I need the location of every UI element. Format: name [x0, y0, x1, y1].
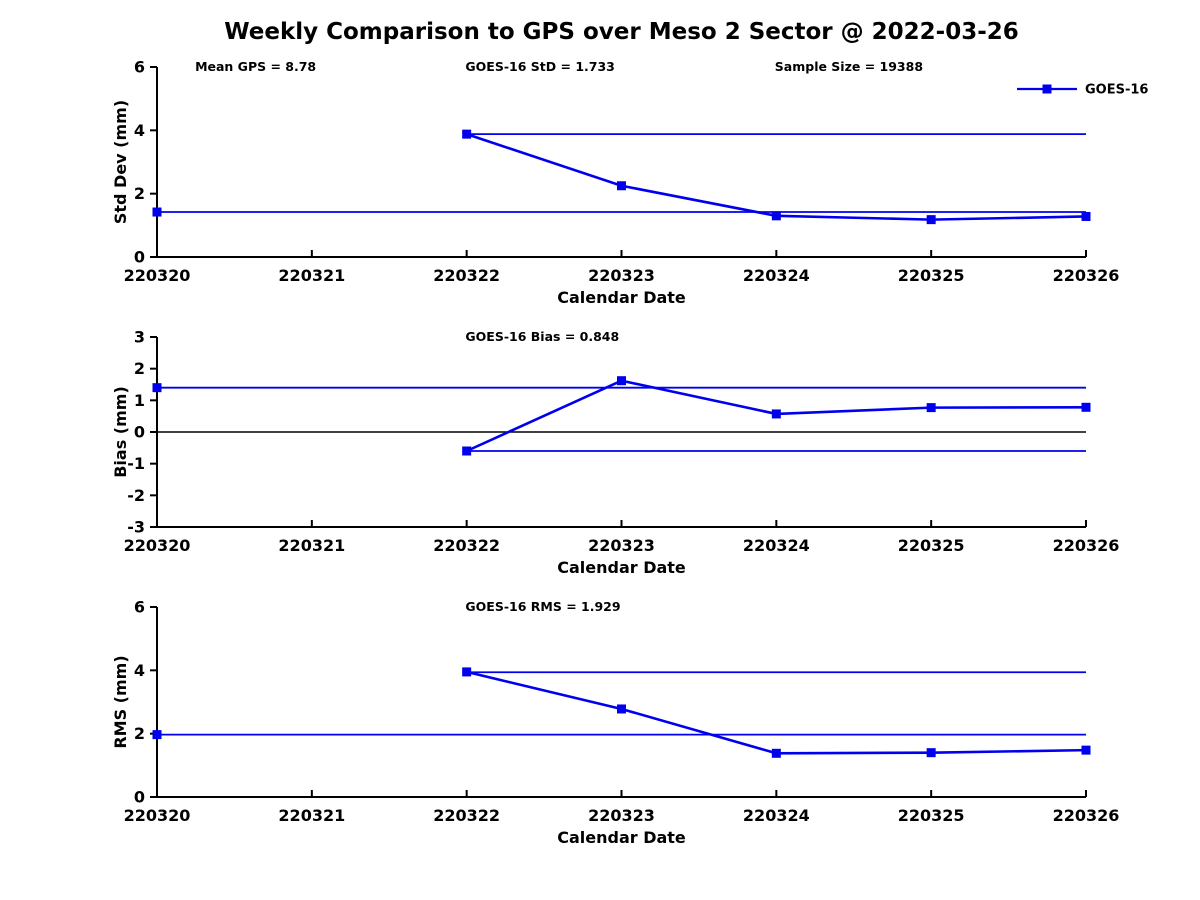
x-tick-label-rms: 220321	[278, 806, 345, 825]
x-tick-label-rms: 220320	[124, 806, 191, 825]
x-axis-label-bias: Calendar Date	[557, 558, 686, 577]
x-tick-label-std-dev: 220323	[588, 266, 655, 285]
x-tick-label-bias: 220325	[898, 536, 965, 555]
x-tick-label-bias: 220326	[1053, 536, 1120, 555]
y-tick-label-std-dev: 2	[134, 184, 145, 203]
data-point-marker-bias	[462, 446, 472, 456]
x-axis-label-rms: Calendar Date	[557, 828, 686, 847]
data-point-marker-rms	[617, 704, 626, 714]
data-point-marker-std-dev	[771, 211, 781, 221]
y-tick-label-bias: 1	[134, 391, 145, 410]
data-point-marker-std-dev	[617, 181, 626, 191]
figure-title: Weekly Comparison to GPS over Meso 2 Sec…	[224, 19, 1019, 45]
data-point-marker-std-dev	[1081, 211, 1091, 221]
y-tick-label-rms: 0	[134, 788, 145, 807]
annotation-std-dev: Sample Size = 19388	[775, 59, 923, 74]
x-tick-label-rms: 220325	[898, 806, 965, 825]
y-tick-label-bias: 3	[134, 328, 145, 347]
annotation-std-dev: Mean GPS = 8.78	[195, 59, 316, 74]
x-tick-label-bias: 220323	[588, 536, 655, 555]
data-point-marker-bias	[771, 409, 781, 419]
x-tick-label-rms: 220324	[743, 806, 810, 825]
y-tick-label-bias: 0	[134, 423, 145, 442]
reference-line-marker-rms	[152, 730, 162, 740]
x-tick-label-std-dev: 220324	[743, 266, 810, 285]
x-tick-label-std-dev: 220325	[898, 266, 965, 285]
data-point-marker-rms	[926, 748, 936, 758]
data-point-marker-bias	[926, 403, 936, 413]
y-axis-label-rms: RMS (mm)	[111, 655, 130, 748]
x-tick-label-std-dev: 220321	[278, 266, 345, 285]
x-tick-label-std-dev: 220326	[1053, 266, 1120, 285]
y-tick-label-std-dev: 0	[134, 248, 145, 267]
y-tick-label-bias: -2	[127, 486, 145, 505]
y-tick-label-rms: 6	[134, 598, 145, 617]
legend-label: GOES-16	[1085, 83, 1148, 98]
series-line-std-dev	[466, 132, 1087, 221]
data-point-marker-rms	[462, 667, 472, 677]
y-tick-label-bias: -3	[127, 518, 145, 537]
y-axis-label-std-dev: Std Dev (mm)	[111, 100, 130, 224]
x-tick-label-bias: 220322	[433, 536, 500, 555]
x-tick-label-std-dev: 220320	[124, 266, 191, 285]
x-tick-label-bias: 220320	[124, 536, 191, 555]
x-tick-label-rms: 220323	[588, 806, 655, 825]
x-tick-label-rms: 220326	[1053, 806, 1120, 825]
data-point-marker-std-dev	[926, 215, 936, 225]
x-tick-label-bias: 220324	[743, 536, 810, 555]
y-tick-label-std-dev: 4	[134, 121, 145, 140]
y-tick-label-rms: 2	[134, 724, 145, 743]
data-point-marker-rms	[771, 748, 781, 758]
data-point-marker-std-dev	[462, 129, 472, 139]
x-tick-label-rms: 220322	[433, 806, 500, 825]
y-tick-label-bias: 2	[134, 359, 145, 378]
reference-line-marker-bias	[152, 383, 162, 393]
x-axis-label-std-dev: Calendar Date	[557, 288, 686, 307]
data-point-marker-bias	[1081, 402, 1091, 412]
data-point-marker-rms	[1081, 745, 1091, 755]
y-tick-label-rms: 4	[134, 661, 145, 680]
annotation-std-dev: GOES-16 StD = 1.733	[465, 59, 614, 74]
x-tick-label-std-dev: 220322	[433, 266, 500, 285]
y-axis-label-bias: Bias (mm)	[111, 386, 130, 478]
reference-line-marker-std-dev	[152, 207, 162, 217]
y-tick-label-std-dev: 6	[134, 58, 145, 77]
annotation-bias: GOES-16 Bias = 0.848	[465, 329, 619, 344]
data-point-marker-bias	[617, 376, 626, 386]
legend-marker-sample	[1042, 84, 1052, 94]
x-tick-label-bias: 220321	[278, 536, 345, 555]
y-tick-label-bias: -1	[127, 454, 145, 473]
series-line-rms	[466, 670, 1087, 755]
annotation-rms: GOES-16 RMS = 1.929	[465, 599, 620, 614]
